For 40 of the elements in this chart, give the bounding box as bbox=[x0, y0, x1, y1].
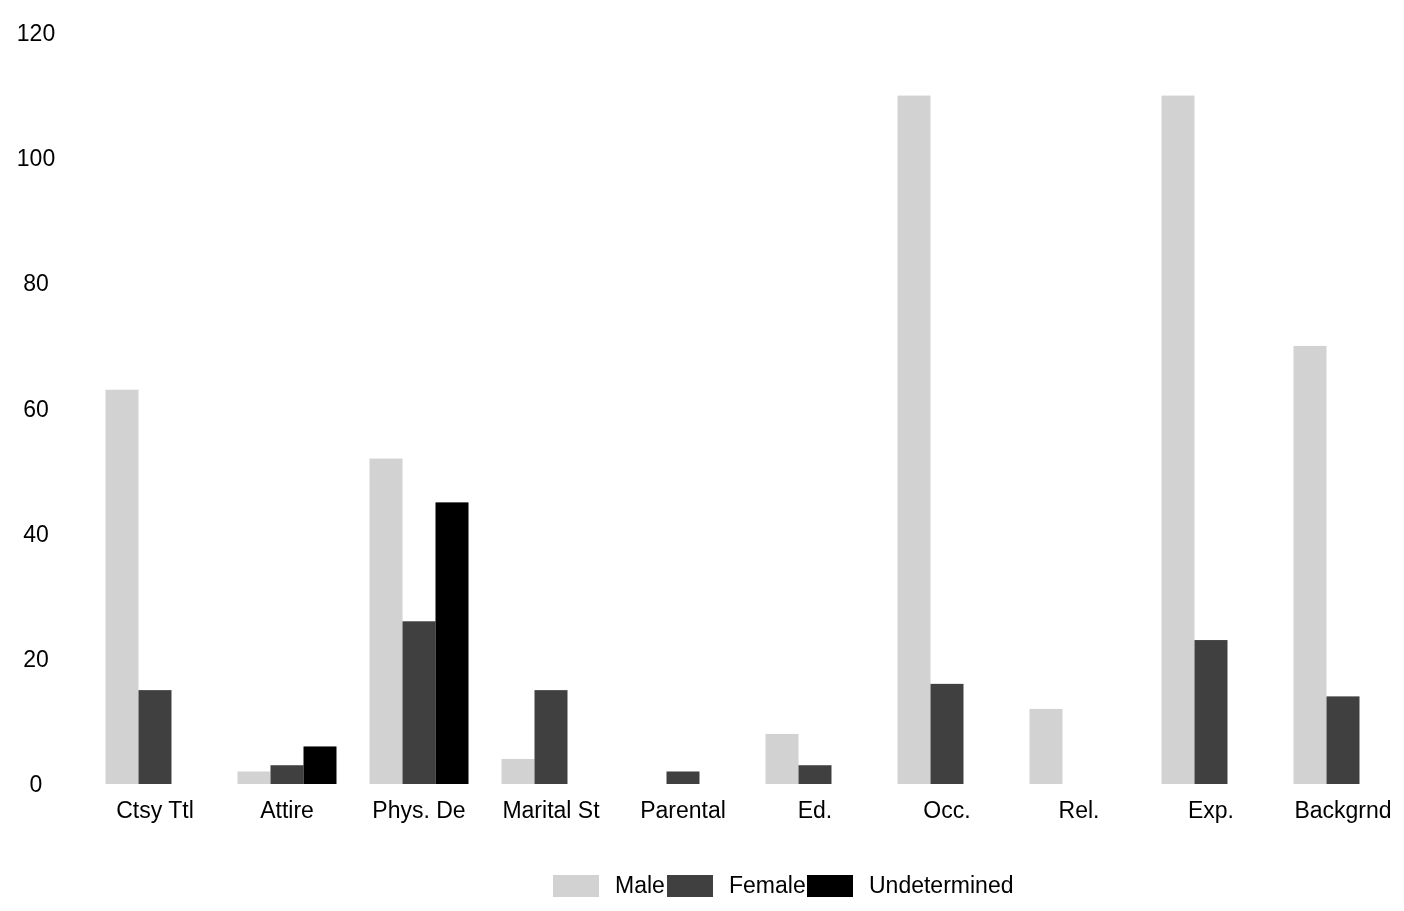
bar bbox=[138, 690, 172, 784]
y-tick-label: 40 bbox=[23, 520, 49, 547]
x-tick-label: Parental bbox=[640, 797, 726, 823]
bar bbox=[435, 502, 469, 784]
legend-label: Undetermined bbox=[869, 872, 1014, 898]
bar bbox=[1326, 696, 1360, 784]
bar bbox=[501, 758, 535, 784]
y-tick-label: 60 bbox=[23, 395, 49, 422]
x-tick-label: Marital St bbox=[502, 797, 601, 823]
bar bbox=[105, 389, 139, 784]
bar bbox=[798, 765, 832, 784]
bar bbox=[303, 746, 337, 784]
x-tick-label: Occ. bbox=[923, 797, 971, 823]
y-tick-label: 80 bbox=[23, 270, 49, 297]
bar bbox=[534, 690, 568, 784]
bar bbox=[369, 458, 403, 784]
x-tick-label: Ctsy Ttl bbox=[116, 797, 194, 823]
bar bbox=[1194, 640, 1228, 784]
y-tick-label: 100 bbox=[16, 145, 56, 172]
bar bbox=[402, 621, 436, 784]
y-tick-label: 20 bbox=[23, 645, 49, 672]
bar bbox=[1029, 708, 1063, 784]
bar bbox=[666, 771, 700, 784]
x-tick-label: Ed. bbox=[797, 797, 833, 823]
x-tick-label: Phys. De bbox=[372, 797, 466, 823]
bar bbox=[270, 765, 304, 784]
bar bbox=[237, 771, 271, 784]
x-tick-label: Backgrnd bbox=[1294, 797, 1392, 823]
bar bbox=[1293, 345, 1327, 784]
y-tick-label: 120 bbox=[16, 20, 56, 47]
x-tick-label: Exp. bbox=[1187, 797, 1235, 823]
bar bbox=[930, 683, 964, 784]
bar bbox=[897, 95, 931, 784]
legend-label: Female bbox=[729, 872, 806, 898]
bar bbox=[1161, 95, 1195, 784]
x-tick-label: Attire bbox=[260, 797, 314, 823]
bar bbox=[765, 733, 799, 784]
x-tick-label: Rel. bbox=[1058, 797, 1100, 823]
y-tick-label: 0 bbox=[29, 771, 43, 798]
legend-label: Male bbox=[615, 872, 665, 898]
